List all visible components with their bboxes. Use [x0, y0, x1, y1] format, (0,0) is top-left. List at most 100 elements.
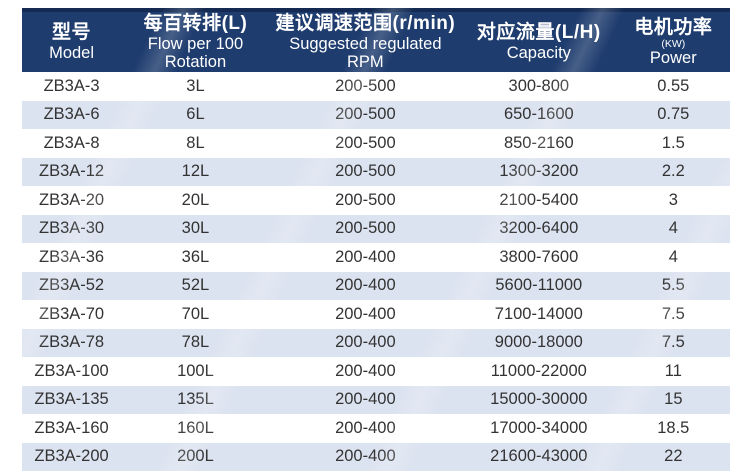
cell-flow: 160L [177, 418, 214, 437]
cell-capacity: 2100-5400 [499, 190, 579, 209]
cell-model: ZB3A-78 [38, 333, 105, 352]
cell-rpm: 200-500 [335, 76, 396, 95]
header-line: 对应流量(L/H) [476, 22, 601, 43]
table-header: 型号 Model 每百转排(L) Flow per 100 Rotation 建议调速范围… [22, 8, 730, 72]
cell-rpm: 200-500 [335, 105, 396, 124]
header-line: 每百转排(L) [143, 12, 248, 34]
cell-power: 7.5 [661, 304, 685, 323]
header-line: Model [49, 43, 95, 62]
cell-power: 7.5 [661, 333, 685, 352]
cell-power: 4 [668, 247, 678, 266]
table-row: ZB3A-20 20L 200-500 2100-5400 3 [22, 186, 730, 215]
cell-model: ZB3A-160 [34, 418, 109, 437]
cell-power: 18.5 [657, 418, 690, 437]
header-line: Capacity [506, 43, 571, 62]
cell-capacity: 11000-22000 [490, 361, 587, 380]
cell-model: ZB3A-6 [43, 105, 100, 124]
pump-spec-table: 型号 Model 每百转排(L) Flow per 100 Rotation 建议调速范围… [22, 8, 730, 471]
cell-model: ZB3A-3 [43, 76, 100, 95]
header-line: 型号 [52, 22, 92, 43]
cell-power: 11 [664, 361, 682, 380]
cell-power: 22 [664, 447, 683, 466]
cell-capacity: 3200-6400 [499, 219, 579, 238]
header-line: Rotation [164, 52, 227, 71]
cell-model: ZB3A-70 [38, 304, 105, 323]
header-cell: 型号 Model [22, 12, 121, 72]
table-row: ZB3A-100 100L 200-400 11000-22000 11 [22, 357, 730, 386]
table-row: ZB3A-8 8L 200-500 850-2160 1.5 [22, 129, 730, 158]
table-row: ZB3A-160 160L 200-400 17000-34000 18.5 [22, 414, 730, 443]
table-row: ZB3A-30 30L 200-500 3200-6400 4 [22, 214, 730, 243]
table-row: ZB3A-70 70L 200-400 7100-14000 7.5 [22, 300, 730, 329]
header-line: 建议调速范围(r/min) [275, 12, 456, 34]
cell-rpm: 200-500 [335, 190, 396, 209]
cell-capacity: 300-800 [508, 76, 570, 95]
cell-flow: 30L [181, 219, 210, 238]
table-row: ZB3A-12 12L 200-500 1300-3200 2.2 [22, 157, 730, 186]
cell-rpm: 200-400 [335, 276, 396, 295]
cell-power: 15 [664, 390, 683, 409]
header-cell: 电机功率 (KW) Power [617, 12, 730, 72]
cell-model: ZB3A-30 [38, 219, 105, 238]
cell-rpm: 200-400 [335, 247, 396, 266]
cell-flow: 78L [181, 333, 210, 352]
table-row: ZB3A-200 200L 200-400 21600-43000 22 [22, 442, 730, 471]
cell-capacity: 9000-18000 [494, 333, 583, 352]
cell-capacity: 650-1600 [503, 105, 574, 124]
cell-flow: 20L [181, 190, 210, 209]
cell-model: ZB3A-135 [34, 390, 109, 409]
header-line: RPM [347, 52, 384, 71]
cell-rpm: 200-400 [335, 447, 396, 466]
header-line: 电机功率 [634, 16, 713, 38]
cell-flow: 8L [186, 133, 205, 152]
cell-model: ZB3A-8 [43, 133, 100, 152]
table-row: ZB3A-78 78L 200-400 9000-18000 7.5 [22, 328, 730, 357]
cell-model: ZB3A-12 [38, 162, 105, 181]
cell-flow: 52L [181, 276, 210, 295]
table-body: ZB3A-3 3L 200-500 300-800 0.55 ZB3A-6 6L 200-50… [22, 72, 730, 471]
cell-power: 0.55 [657, 76, 690, 95]
cell-rpm: 200-500 [335, 133, 396, 152]
header-cell: 建议调速范围(r/min) Suggested regulated RPM [270, 12, 461, 72]
cell-power: 3 [668, 190, 678, 209]
table-row: ZB3A-6 6L 200-500 650-1600 0.75 [22, 100, 730, 129]
cell-model: ZB3A-52 [38, 276, 105, 295]
cell-power: 2.2 [661, 162, 685, 181]
cell-capacity: 1300-3200 [499, 162, 579, 181]
cell-power: 0.75 [657, 105, 690, 124]
header-line: Suggested regulated [289, 34, 442, 53]
cell-capacity: 850-2160 [503, 133, 574, 152]
cell-power: 1.5 [661, 133, 685, 152]
cell-capacity: 5600-11000 [495, 276, 583, 295]
cell-power: 5.5 [661, 276, 685, 295]
cell-capacity: 17000-34000 [490, 418, 588, 437]
cell-capacity: 7100-14000 [494, 304, 583, 323]
cell-rpm: 200-400 [335, 304, 396, 323]
header-line: Flow per 100 [147, 34, 244, 53]
cell-power: 4 [668, 219, 678, 238]
cell-flow: 12L [181, 162, 210, 181]
cell-flow: 100L [177, 361, 214, 380]
cell-capacity: 21600-43000 [490, 447, 588, 466]
table-row: ZB3A-52 52L 200-400 5600-11000 5.5 [22, 271, 730, 300]
cell-capacity: 3800-7600 [499, 247, 579, 266]
cell-rpm: 200-500 [335, 162, 396, 181]
cell-rpm: 200-400 [335, 361, 396, 380]
cell-flow: 36L [181, 247, 210, 266]
cell-model: ZB3A-100 [34, 361, 109, 380]
cell-rpm: 200-500 [335, 219, 396, 238]
table-row: ZB3A-135 135L 200-400 15000-30000 15 [22, 385, 730, 414]
table-row: ZB3A-36 36L 200-400 3800-7600 4 [22, 243, 730, 272]
cell-flow: 3L [186, 76, 205, 95]
cell-flow: 6L [186, 105, 205, 124]
cell-flow: 70L [181, 304, 210, 323]
cell-flow: 200L [177, 447, 214, 466]
header-line: (KW) [661, 37, 686, 50]
cell-rpm: 200-400 [335, 333, 396, 352]
header-cell: 每百转排(L) Flow per 100 Rotation [121, 12, 270, 72]
cell-flow: 135L [177, 390, 214, 409]
cell-model: ZB3A-20 [38, 190, 105, 209]
cell-capacity: 15000-30000 [490, 390, 588, 409]
table-row: ZB3A-3 3L 200-500 300-800 0.55 [22, 72, 730, 101]
